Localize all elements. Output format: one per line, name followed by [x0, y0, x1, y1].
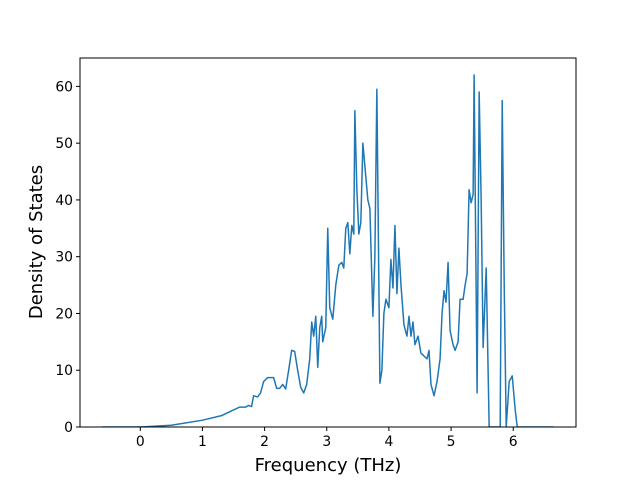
y-tick-label: 0	[64, 420, 73, 436]
y-tick-label: 50	[55, 136, 73, 152]
x-tick-label: 4	[384, 434, 393, 450]
x-tick-label: 0	[136, 434, 145, 450]
y-tick-label: 60	[55, 79, 73, 95]
plot-frame	[79, 57, 577, 428]
x-tick-label: 2	[260, 434, 269, 450]
y-tick-label: 20	[55, 306, 73, 322]
x-tick-label: 3	[322, 434, 331, 450]
y-tick-label: 10	[55, 363, 73, 379]
x-tick-label: 5	[447, 434, 456, 450]
x-tick-label: 6	[509, 434, 518, 450]
line-series	[102, 74, 554, 427]
y-tick-label: 30	[55, 250, 73, 266]
y-axis-label: Density of States	[26, 165, 47, 319]
y-tick-label: 40	[55, 193, 73, 209]
x-tick-label: 1	[198, 434, 207, 450]
x-axis-label: Frequency (THz)	[255, 455, 402, 476]
